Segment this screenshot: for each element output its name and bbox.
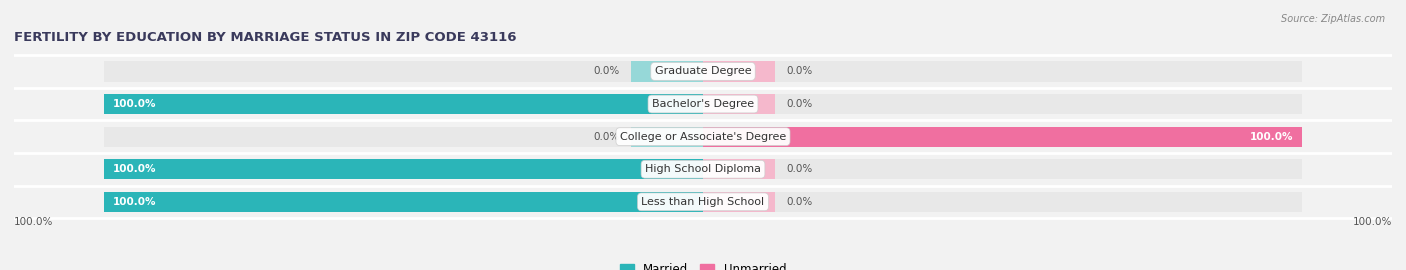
Text: College or Associate's Degree: College or Associate's Degree — [620, 132, 786, 142]
Text: 100.0%: 100.0% — [14, 217, 53, 227]
Bar — [703, 61, 1302, 82]
Bar — [631, 61, 703, 82]
Legend: Married, Unmarried: Married, Unmarried — [614, 259, 792, 270]
Text: Less than High School: Less than High School — [641, 197, 765, 207]
Bar — [104, 127, 703, 147]
Text: 0.0%: 0.0% — [593, 132, 619, 142]
Text: 0.0%: 0.0% — [593, 66, 619, 76]
Text: 0.0%: 0.0% — [787, 197, 813, 207]
Text: FERTILITY BY EDUCATION BY MARRIAGE STATUS IN ZIP CODE 43116: FERTILITY BY EDUCATION BY MARRIAGE STATU… — [14, 31, 516, 44]
Bar — [631, 127, 703, 147]
Text: 100.0%: 100.0% — [112, 197, 156, 207]
Bar — [703, 127, 1302, 147]
Bar — [104, 94, 703, 114]
Text: 100.0%: 100.0% — [1250, 132, 1294, 142]
Bar — [703, 192, 1302, 212]
Text: High School Diploma: High School Diploma — [645, 164, 761, 174]
Bar — [104, 192, 703, 212]
Bar — [703, 61, 775, 82]
Bar — [703, 192, 775, 212]
Text: 0.0%: 0.0% — [787, 99, 813, 109]
Bar — [104, 159, 703, 179]
Text: Graduate Degree: Graduate Degree — [655, 66, 751, 76]
Text: Source: ZipAtlas.com: Source: ZipAtlas.com — [1281, 14, 1385, 23]
Bar — [703, 127, 1302, 147]
Bar — [104, 94, 703, 114]
Text: 0.0%: 0.0% — [787, 66, 813, 76]
Text: 0.0%: 0.0% — [787, 164, 813, 174]
Text: Bachelor's Degree: Bachelor's Degree — [652, 99, 754, 109]
Bar — [104, 61, 703, 82]
Bar — [104, 192, 703, 212]
Bar — [703, 159, 1302, 179]
Bar — [703, 94, 1302, 114]
Text: 100.0%: 100.0% — [112, 99, 156, 109]
Bar — [703, 159, 775, 179]
Text: 100.0%: 100.0% — [1353, 217, 1392, 227]
Bar — [703, 94, 775, 114]
Text: 100.0%: 100.0% — [112, 164, 156, 174]
Bar — [104, 159, 703, 179]
